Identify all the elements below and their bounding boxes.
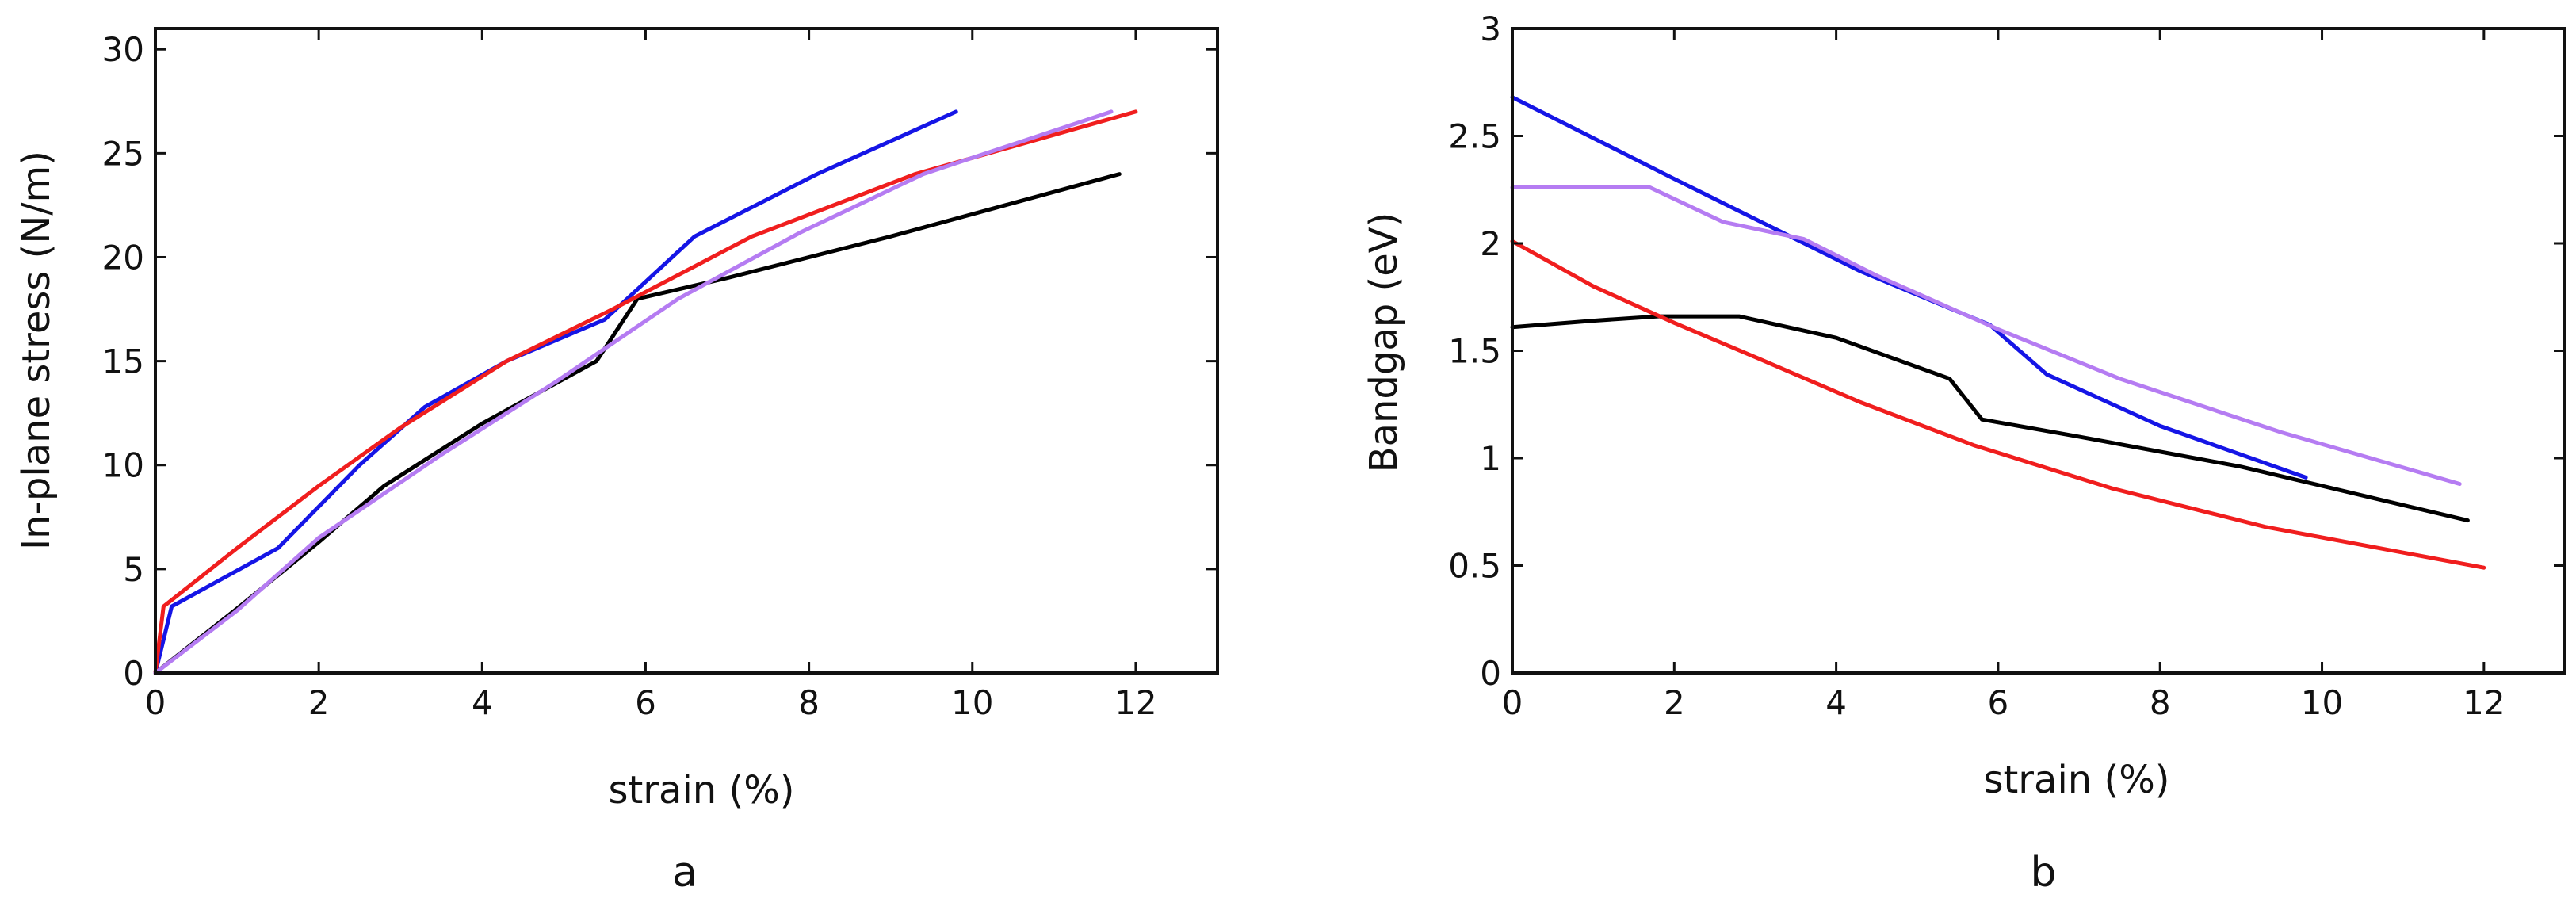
y-axis-label: Bandgap (eV) (1362, 212, 1406, 473)
plot-area-frame (1511, 27, 2566, 675)
x-tick-label: 12 (1114, 683, 1156, 722)
series-line-red (153, 109, 1138, 675)
y-tick-label: 0.5 (1448, 547, 1501, 586)
panel-label: b (2030, 849, 2056, 896)
y-tick-label: 10 (102, 446, 144, 485)
x-tick-labels: 0 2 4 6 8 10 12 (145, 683, 1157, 722)
x-tick-label: 10 (951, 683, 993, 722)
y-tick-label: 3 (1480, 10, 1501, 48)
x-axis-label: strain (%) (608, 768, 794, 812)
chart-panel-a: 0 2 4 6 8 10 12 0 5 10 15 20 25 30 strain (%) In-pla… (14, 27, 1219, 896)
y-tick-label: 30 (102, 30, 144, 69)
y-tick-label: 1 (1480, 439, 1501, 478)
x-axis-label: strain (%) (1983, 758, 2169, 802)
x-tick-label: 8 (798, 683, 820, 722)
series-line-violet (1510, 185, 2462, 486)
x-tick-labels: 0 2 4 6 8 10 12 (1502, 683, 2505, 722)
panel-label: a (672, 849, 698, 896)
x-tick-label: 6 (635, 683, 656, 722)
series-lines (1510, 95, 2486, 570)
x-tick-label: 4 (472, 683, 493, 722)
y-tick-label: 1.5 (1448, 332, 1501, 371)
series-lines (153, 109, 1138, 675)
y-tick-labels: 0 5 10 15 20 25 30 (102, 30, 144, 693)
y-tick-label: 2 (1480, 224, 1501, 263)
series-line-black (153, 172, 1122, 675)
chart-panel-b: 0 2 4 6 8 10 12 0 0.5 1 1.5 2 2.5 3 strain (%) Bandg… (1362, 10, 2566, 896)
series-line-violet (153, 109, 1114, 675)
y-tick-label: 0 (123, 654, 144, 693)
x-tick-label: 12 (2463, 683, 2505, 722)
tick-marks (1511, 27, 2565, 675)
x-tick-label: 0 (145, 683, 166, 722)
y-tick-label: 0 (1480, 654, 1501, 693)
series-line-red (1510, 239, 2486, 570)
x-tick-label: 10 (2301, 683, 2343, 722)
x-tick-label: 2 (308, 683, 330, 722)
y-tick-label: 2.5 (1448, 117, 1501, 156)
x-tick-label: 6 (1988, 683, 2009, 722)
x-tick-label: 8 (2150, 683, 2171, 722)
y-tick-label: 15 (102, 342, 144, 381)
y-tick-label: 20 (102, 238, 144, 277)
y-tick-label: 5 (123, 550, 144, 589)
y-tick-labels: 0 0.5 1 1.5 2 2.5 3 (1448, 10, 1501, 693)
x-tick-label: 0 (1502, 683, 1523, 722)
series-line-blue (153, 109, 958, 675)
series-line-black (1510, 314, 2470, 523)
tick-marks (154, 29, 1217, 675)
x-tick-label: 4 (1825, 683, 1847, 722)
y-tick-label: 25 (102, 134, 144, 173)
y-axis-label: In-plane stress (N/m) (14, 151, 59, 550)
x-tick-label: 2 (1664, 683, 1685, 722)
plot-area-frame (154, 27, 1219, 675)
